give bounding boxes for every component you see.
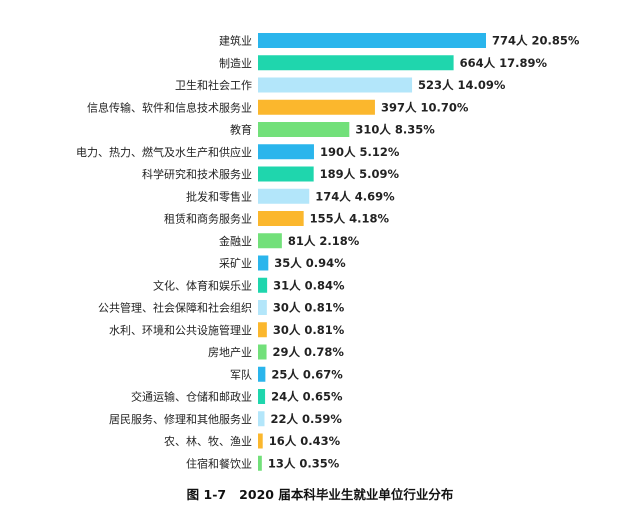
- bar: [258, 144, 314, 160]
- data-label: 174人 4.69%: [315, 189, 395, 203]
- bar: [258, 77, 413, 93]
- bar: [258, 255, 269, 271]
- category-label: 卫生和社会工作: [175, 78, 252, 92]
- bar: [258, 389, 266, 404]
- category-label: 建筑业: [219, 34, 252, 48]
- data-label: 30人 0.81%: [273, 301, 345, 315]
- category-label: 房地产业: [208, 345, 252, 359]
- bar: [258, 366, 266, 382]
- data-label: 35人 0.94%: [274, 256, 346, 270]
- data-label: 664人 17.89%: [460, 56, 548, 70]
- bar: [258, 188, 310, 204]
- category-label: 电力、热力、燃气及水生产和供应业: [76, 145, 252, 159]
- bar: [258, 300, 267, 315]
- data-label: 523人 14.09%: [418, 78, 506, 92]
- bar: [258, 55, 454, 71]
- bar: [258, 211, 304, 226]
- bar: [258, 455, 262, 471]
- data-label: 22人 0.59%: [270, 412, 342, 426]
- data-label: 13人 0.35%: [268, 456, 340, 470]
- data-label: 155人 4.18%: [310, 212, 390, 226]
- data-label: 397人 10.70%: [381, 100, 469, 114]
- data-label: 310人 8.35%: [355, 123, 435, 137]
- category-label: 住宿和餐饮业: [186, 456, 252, 470]
- bar: [258, 99, 375, 115]
- category-label: 公共管理、社会保障和社会组织: [98, 301, 252, 315]
- category-label: 采矿业: [219, 257, 252, 270]
- data-label: 16人 0.43%: [269, 434, 341, 448]
- bar: [258, 322, 267, 338]
- data-label: 30人 0.81%: [273, 323, 345, 337]
- data-label: 31人 0.84%: [273, 278, 345, 292]
- bar: [258, 277, 268, 293]
- bar: [258, 166, 314, 182]
- bar-chart: 建筑业 774人 20.85% 制造业 664人 17.89% 卫生和社会工作 523人 …: [76, 33, 580, 471]
- data-label: 25人 0.67%: [271, 367, 343, 381]
- data-label: 24人 0.65%: [271, 390, 343, 404]
- bar: [258, 433, 263, 449]
- category-label: 金融业: [219, 234, 252, 248]
- bar: [258, 344, 267, 360]
- bar: [258, 33, 486, 48]
- figure-caption: 图 1-7 2020 届本科毕业生就业单位行业分布: [0, 484, 640, 503]
- category-label: 军队: [230, 367, 252, 381]
- bar: [258, 233, 282, 249]
- category-label: 批发和零售业: [186, 189, 252, 203]
- category-label: 交通运输、仓储和邮政业: [131, 390, 252, 404]
- data-label: 189人 5.09%: [320, 167, 400, 181]
- category-label: 农、林、牧、渔业: [164, 434, 252, 448]
- bar: [258, 411, 265, 427]
- category-label: 居民服务、修理和其他服务业: [109, 412, 252, 426]
- figure-title: 2020 届本科毕业生就业单位行业分布: [239, 487, 454, 502]
- figure-number: 图 1-7: [186, 487, 227, 502]
- category-label: 租赁和商务服务业: [164, 212, 252, 226]
- category-label: 水利、环境和公共设施管理业: [109, 323, 252, 337]
- data-label: 190人 5.12%: [320, 145, 400, 159]
- category-label: 制造业: [219, 56, 252, 70]
- data-label: 774人 20.85%: [492, 34, 580, 48]
- category-label: 科学研究和技术服务业: [142, 167, 252, 181]
- data-label: 81人 2.18%: [288, 234, 360, 248]
- category-label: 文化、体育和娱乐业: [153, 278, 252, 292]
- data-label: 29人 0.78%: [273, 345, 345, 359]
- category-label: 教育: [230, 123, 252, 137]
- bar: [258, 122, 350, 137]
- category-label: 信息传输、软件和信息技术服务业: [87, 100, 252, 114]
